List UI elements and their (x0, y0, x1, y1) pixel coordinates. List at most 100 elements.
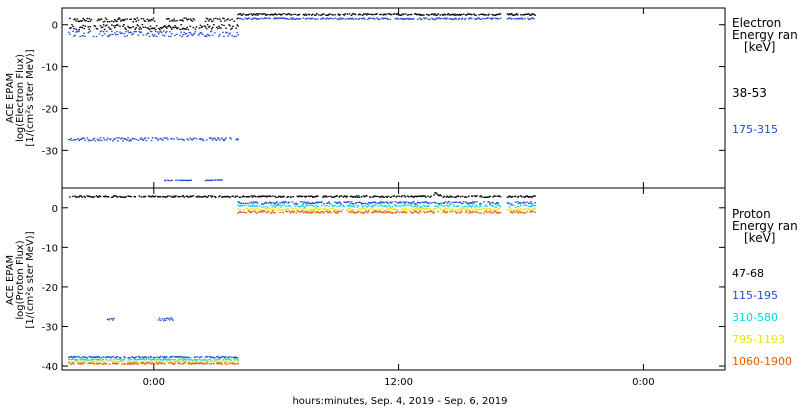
proton-data-point (141, 361, 144, 363)
electron-data-point (74, 18, 76, 20)
proton-data-point (216, 361, 218, 363)
electron-panel-frame (61, 7, 726, 189)
proton-data-point (292, 196, 295, 198)
electron-data-point (313, 18, 316, 20)
electron-data-point (75, 28, 77, 30)
proton-data-point (439, 207, 441, 209)
proton-data-point (255, 204, 258, 206)
proton-data-point (529, 205, 531, 207)
electron-data-point (214, 32, 216, 34)
proton-data-point (332, 196, 334, 198)
proton-data-point (92, 362, 95, 365)
proton-data-point (271, 202, 273, 204)
proton-data-point (483, 212, 485, 214)
proton-data-point (290, 196, 293, 198)
proton-data-point (270, 204, 272, 207)
electron-data-point (487, 14, 489, 16)
proton-data-point (334, 195, 336, 198)
electron-data-point (237, 14, 239, 16)
proton-data-point (317, 202, 319, 204)
electron-data-point (474, 18, 476, 20)
electron-data-point (87, 139, 90, 141)
proton-data-point (321, 201, 323, 203)
proton-data-point (289, 212, 292, 214)
proton-data-point (466, 203, 469, 205)
proton-data-point (313, 207, 316, 210)
proton-data-point (120, 360, 122, 362)
proton-data-point (479, 204, 481, 206)
proton-data-point (147, 195, 150, 197)
electron-data-point (128, 27, 130, 29)
electron-data-point (430, 13, 432, 16)
electron-data-point (461, 17, 464, 19)
proton-data-point (276, 204, 278, 206)
electron-data-point (444, 14, 447, 16)
proton-data-point (429, 196, 431, 198)
electron-data-point (132, 26, 134, 28)
proton-data-point (122, 359, 124, 361)
proton-data-point (389, 206, 391, 208)
electron-data-point (350, 18, 353, 20)
electron-data-point (320, 14, 322, 16)
electron-ytick-label: -20 (42, 104, 58, 115)
proton-data-point (307, 202, 310, 204)
electron-data-point (231, 18, 233, 20)
proton-data-point (281, 209, 283, 211)
proton-data-point (237, 360, 239, 363)
proton-data-point (300, 205, 303, 207)
electron-data-point (494, 17, 497, 19)
electron-data-point (288, 13, 290, 15)
electron-data-point (407, 18, 410, 20)
electron-data-point (94, 140, 97, 142)
proton-data-point (315, 211, 317, 214)
electron-data-point (286, 18, 288, 20)
proton-data-point (531, 203, 533, 205)
proton-data-point (385, 205, 387, 207)
proton-data-point (240, 205, 243, 207)
proton-data-point (214, 360, 216, 362)
proton-data-point (315, 206, 317, 208)
electron-data-point (451, 18, 454, 20)
electron-data-point (436, 14, 438, 16)
electron-data-point (309, 18, 312, 20)
proton-data-point (325, 208, 327, 210)
proton-data-point (155, 360, 158, 363)
proton-data-point (231, 362, 233, 364)
proton-data-point (154, 361, 157, 363)
electron-data-point (86, 17, 89, 20)
proton-data-point (259, 211, 262, 213)
proton-data-point (490, 212, 492, 214)
electron-data-point (370, 17, 372, 19)
proton-data-point (419, 195, 421, 197)
proton-data-point (104, 195, 107, 197)
electron-data-point (294, 13, 297, 15)
proton-data-point (197, 195, 200, 197)
electron-data-point (180, 179, 182, 181)
electron-data-point (274, 13, 276, 15)
proton-data-point (324, 196, 326, 198)
electron-data-point (123, 33, 125, 35)
proton-data-point (497, 204, 500, 206)
proton-data-point (465, 202, 468, 204)
proton-data-point (489, 207, 491, 210)
proton-data-point (326, 196, 328, 198)
proton-data-point (326, 205, 328, 207)
electron-data-point (408, 17, 411, 19)
proton-data-point (202, 195, 205, 198)
proton-data-point (225, 356, 227, 358)
proton-data-point (155, 356, 158, 358)
electron-data-point (215, 179, 217, 181)
electron-data-point (170, 27, 172, 29)
electron-data-point (78, 20, 80, 23)
electron-data-point (194, 31, 197, 33)
proton-data-point (327, 208, 329, 211)
proton-data-point (136, 359, 139, 361)
proton-data-point (339, 195, 341, 197)
proton-data-point (406, 204, 409, 206)
proton-data-point (428, 209, 430, 211)
proton-data-point (159, 319, 162, 321)
electron-data-point (506, 18, 509, 20)
electron-data-point (205, 139, 208, 141)
electron-data-point (494, 14, 497, 16)
proton-data-point (183, 358, 185, 360)
